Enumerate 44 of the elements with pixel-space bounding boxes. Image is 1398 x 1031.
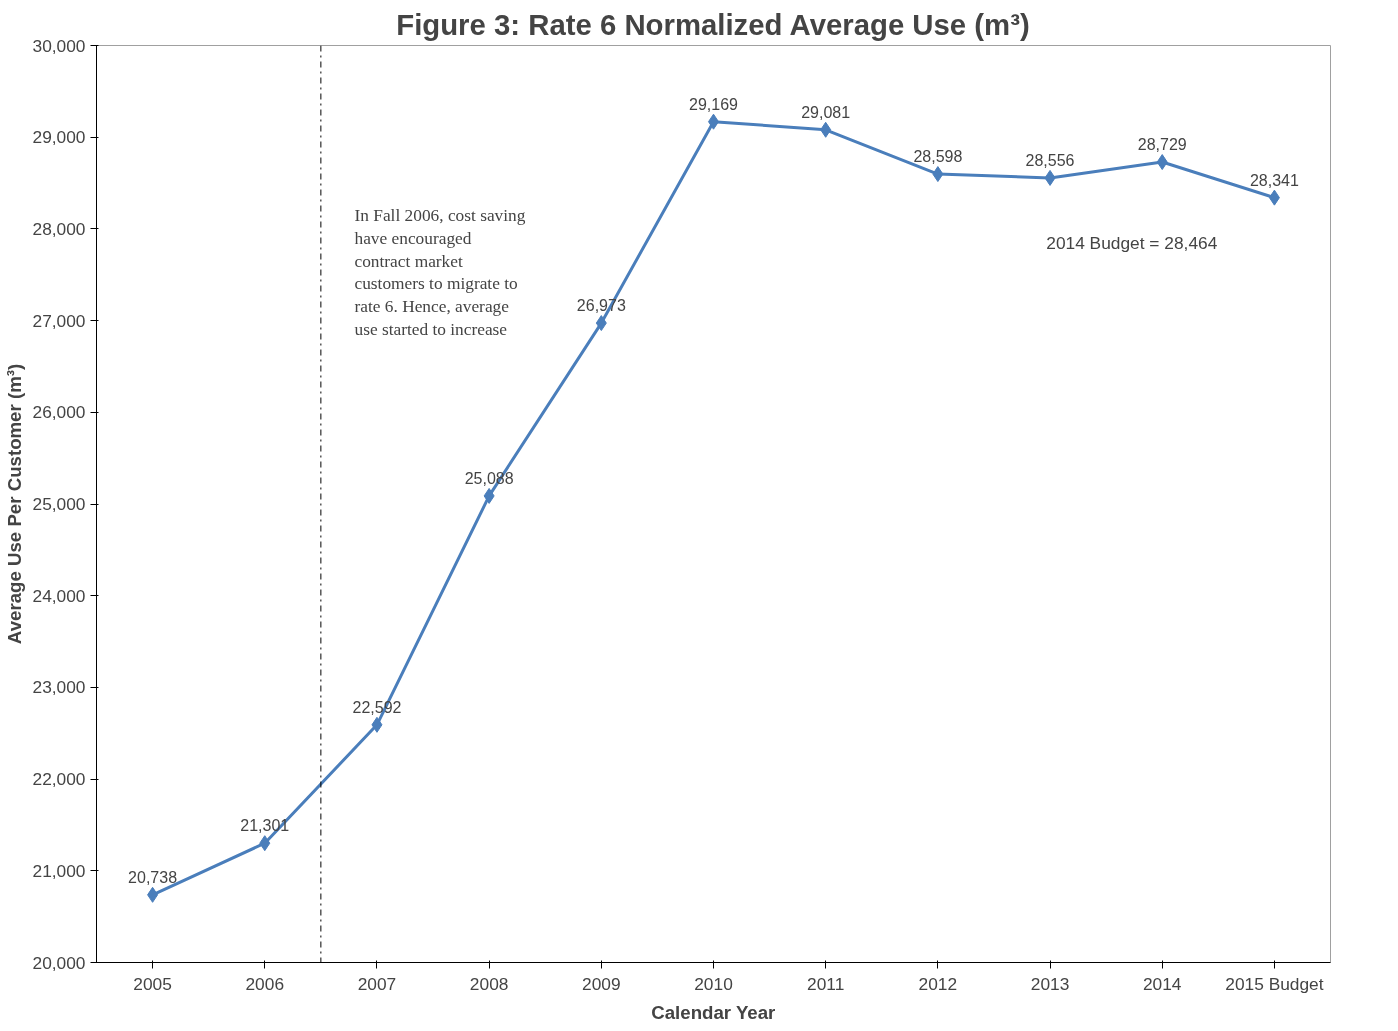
x-tick-label: 2013 [1030, 973, 1070, 994]
data-label: 28,341 [1249, 171, 1299, 189]
data-label: 20,738 [128, 868, 178, 886]
data-label: 28,598 [913, 148, 963, 166]
point [147, 886, 159, 903]
x-tick-label: 2015 Budget [1225, 973, 1324, 994]
point [1044, 169, 1056, 186]
point [932, 166, 944, 183]
x-axis-title: Calendar Year [651, 1001, 776, 1023]
point [371, 716, 383, 733]
point [1268, 189, 1280, 206]
y-tick-label: 20,000 [32, 952, 86, 973]
annotation: 2014 Budget = 28,464 [1046, 233, 1218, 254]
y-tick-label: 29,000 [32, 127, 86, 148]
annotation: In Fall 2006, cost saving have encouraged contract market customers to migrate to rate 6. Hence, average use started to increase [354, 205, 526, 339]
x-tick-label: 2014 [1142, 973, 1182, 994]
x-tick-label: 2009 [582, 973, 621, 994]
data-label: 29,081 [801, 103, 851, 121]
point [483, 487, 495, 504]
y-tick-label: 30,000 [32, 35, 86, 56]
x-tick-label: 2005 [133, 973, 172, 994]
point [595, 315, 607, 332]
y-tick-label: 27,000 [32, 310, 86, 331]
x-tick-label: 2007 [357, 973, 397, 994]
data-label: 28,556 [1025, 151, 1075, 169]
chart-title: Figure 3: Rate 6 Normalized Average Use (m³) [396, 7, 1030, 41]
data-label: 29,169 [689, 95, 739, 113]
y-axis-title: Average Use Per Customer (m³) [3, 363, 25, 645]
x-tick-label: 2010 [694, 973, 733, 994]
y-tick-label: 26,000 [32, 402, 86, 423]
x-tick-label: 2012 [918, 973, 958, 994]
y-tick-label: 22,000 [32, 769, 86, 790]
x-tick-label: 2008 [469, 973, 509, 994]
point [1156, 154, 1168, 171]
x-tick-label: 2011 [807, 973, 845, 994]
y-tick-label: 21,000 [32, 860, 86, 881]
y-tick-label: 25,000 [32, 494, 86, 514]
y-tick-label: 24,000 [32, 585, 86, 606]
y-tick-label: 23,000 [32, 677, 86, 698]
data-label: 28,729 [1137, 136, 1187, 154]
x-tick-label: 2006 [245, 973, 285, 994]
point [820, 121, 832, 138]
point [259, 835, 271, 852]
y-tick-label: 28,000 [32, 218, 86, 239]
